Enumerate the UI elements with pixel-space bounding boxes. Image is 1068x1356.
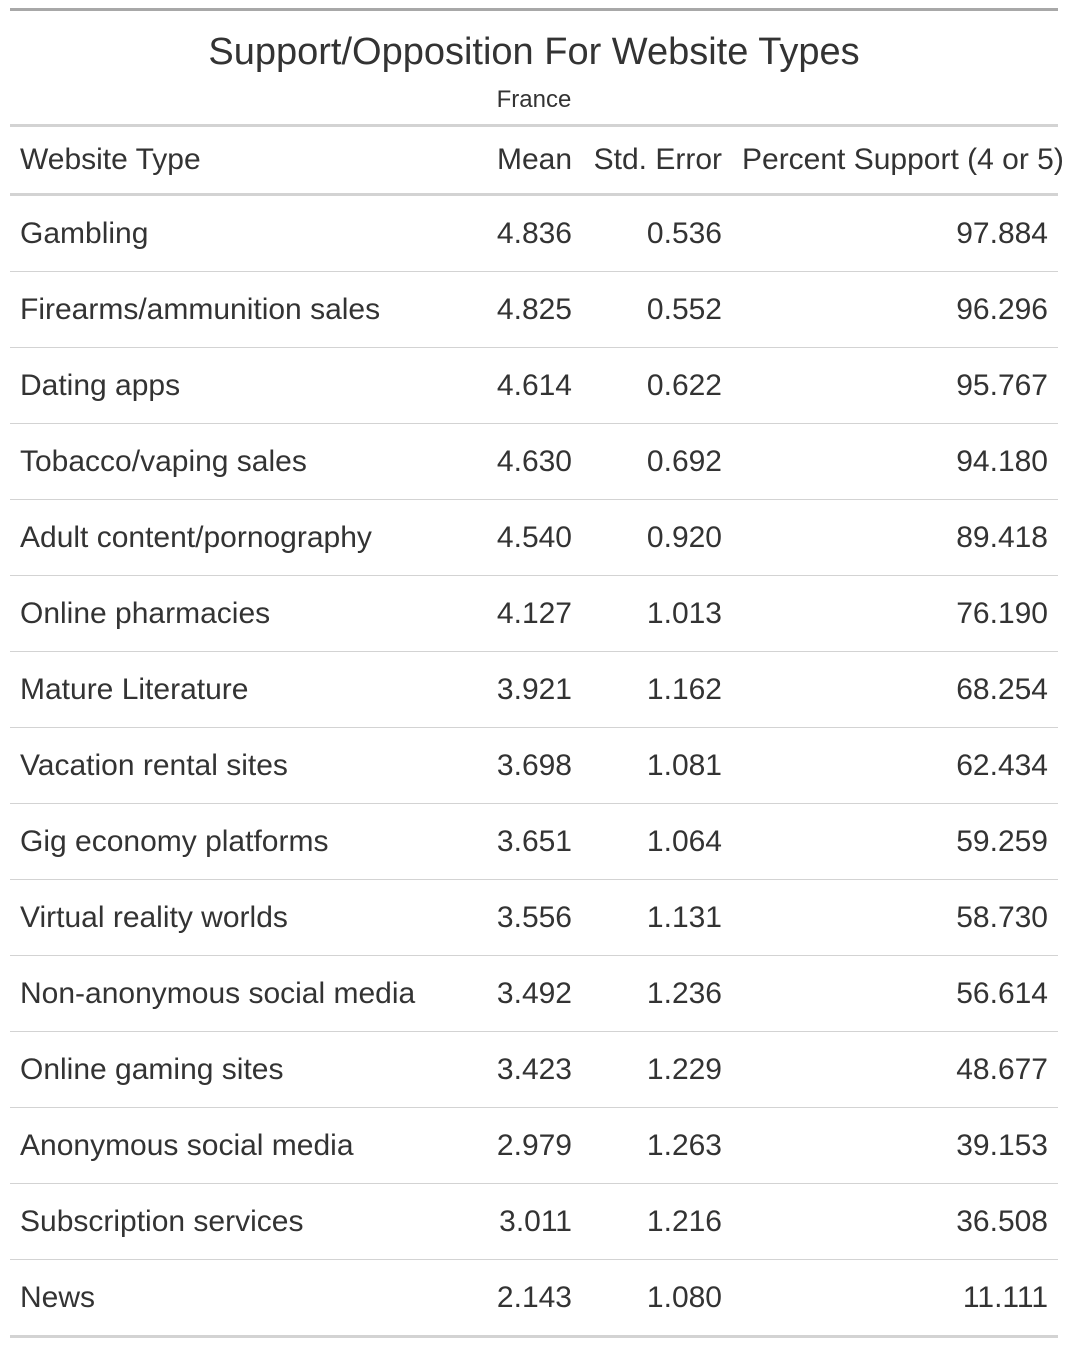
cell-std-error: 1.263 (646, 1128, 722, 1162)
cell-website-type: Anonymous social media (20, 1128, 354, 1162)
cell-website-type: Adult content/pornography (20, 520, 372, 554)
cell-mean: 4.614 (496, 368, 572, 402)
cell-mean: 3.698 (496, 748, 572, 782)
cell-mean: 3.921 (496, 672, 572, 706)
table-row: Firearms/ammunition sales 4.825 0.552 96.29… (10, 272, 1058, 348)
table-row: Tobacco/vaping sales 4.630 0.692 94.180 (10, 424, 1058, 500)
header-website-type: Website Type (20, 143, 201, 176)
cell-mean: 2.143 (496, 1280, 572, 1314)
table-row: Subscription services 3.011 1.216 36.508 (10, 1184, 1058, 1260)
table-row: Virtual reality worlds 3.556 1.131 58.730 (10, 880, 1058, 956)
cell-percent-support: 94.180 (956, 444, 1048, 478)
cell-website-type: Vacation rental sites (20, 748, 288, 782)
cell-std-error: 0.552 (646, 292, 722, 326)
cell-mean: 2.979 (496, 1128, 572, 1162)
cell-std-error: 1.081 (646, 748, 722, 782)
cell-std-error: 1.064 (646, 824, 722, 858)
cell-website-type: Gig economy platforms (20, 824, 329, 858)
cell-mean: 3.651 (496, 824, 572, 858)
header-std-error: Std. Error (593, 143, 722, 176)
cell-mean: 3.423 (496, 1052, 572, 1086)
cell-percent-support: 48.677 (956, 1052, 1048, 1086)
cell-std-error: 1.162 (646, 672, 722, 706)
cell-percent-support: 97.884 (956, 216, 1048, 250)
cell-std-error: 1.013 (646, 596, 722, 630)
cell-percent-support: 36.508 (956, 1204, 1048, 1238)
table-row: Dating apps 4.614 0.622 95.767 (10, 348, 1058, 424)
cell-mean: 4.630 (496, 444, 572, 478)
cell-percent-support: 68.254 (956, 672, 1048, 706)
cell-percent-support: 11.111 (962, 1280, 1048, 1314)
cell-mean: 4.836 (496, 216, 572, 250)
table-row: Online pharmacies 4.127 1.013 76.190 (10, 576, 1058, 652)
table-body: Gambling 4.836 0.536 97.884 Firearms/ammunit… (10, 195, 1058, 1337)
cell-website-type: Gambling (20, 216, 149, 250)
cell-website-type: Mature Literature (20, 672, 249, 706)
table-row: Gambling 4.836 0.536 97.884 (10, 195, 1058, 272)
cell-website-type: Online pharmacies (20, 596, 271, 630)
cell-std-error: 0.536 (646, 216, 722, 250)
cell-mean: 4.825 (496, 292, 572, 326)
cell-std-error: 0.622 (646, 368, 722, 402)
cell-std-error: 1.229 (646, 1052, 722, 1086)
cell-website-type: Tobacco/vaping sales (20, 444, 307, 478)
cell-std-error: 0.692 (646, 444, 722, 478)
header-percent-support: Percent Support (4 or 5) (742, 143, 1064, 176)
cell-website-type: Virtual reality worlds (20, 900, 288, 934)
table-row: News 2.143 1.080 11.111 (10, 1260, 1058, 1337)
cell-website-type: Firearms/ammunition sales (20, 292, 381, 326)
data-table: Website Type Mean Std. Error Percent Sup… (10, 124, 1064, 1338)
cell-mean: 3.011 (499, 1204, 572, 1238)
header-row: Website Type Mean Std. Error Percent Sup… (10, 125, 1064, 195)
table-row: Gig economy platforms 3.651 1.064 59.259 (10, 804, 1058, 880)
cell-percent-support: 76.190 (956, 596, 1048, 630)
table-header: Website Type Mean Std. Error Percent Sup… (10, 125, 1064, 195)
cell-website-type: Non-anonymous social media (20, 976, 416, 1010)
summary-table: Support/Opposition For Website Types Fra… (10, 8, 1064, 1338)
cell-website-type: Dating apps (20, 368, 181, 402)
cell-percent-support: 95.767 (956, 368, 1048, 402)
cell-mean: 4.540 (496, 520, 572, 554)
cell-std-error: 1.236 (646, 976, 722, 1010)
cell-percent-support: 89.418 (956, 520, 1048, 554)
cell-website-type: News (20, 1280, 96, 1314)
cell-mean: 3.556 (496, 900, 572, 934)
cell-std-error: 1.131 (646, 900, 722, 934)
cell-percent-support: 96.296 (956, 292, 1048, 326)
table-row: Anonymous social media 2.979 1.263 39.153 (10, 1108, 1058, 1184)
cell-percent-support: 62.434 (956, 748, 1048, 782)
table-row: Non-anonymous social media 3.492 1.236 56.6… (10, 956, 1058, 1032)
cell-std-error: 1.080 (646, 1280, 722, 1314)
cell-website-type: Subscription services (20, 1204, 304, 1238)
table-row: Online gaming sites 3.423 1.229 48.677 (10, 1032, 1058, 1108)
cell-website-type: Online gaming sites (20, 1052, 284, 1086)
table-title: Support/Opposition For Website Types (208, 31, 860, 73)
cell-mean: 4.127 (496, 596, 572, 630)
cell-mean: 3.492 (496, 976, 572, 1010)
cell-std-error: 0.920 (646, 520, 722, 554)
top-rule (10, 8, 1058, 11)
header-mean: Mean (496, 143, 572, 176)
cell-std-error: 1.216 (646, 1204, 722, 1238)
cell-percent-support: 56.614 (956, 976, 1048, 1010)
table-row: Adult content/pornography 4.540 0.920 89.41… (10, 500, 1058, 576)
cell-percent-support: 59.259 (956, 824, 1048, 858)
cell-percent-support: 39.153 (956, 1128, 1048, 1162)
table-row: Vacation rental sites 3.698 1.081 62.434 (10, 728, 1058, 804)
cell-percent-support: 58.730 (956, 900, 1048, 934)
table-subtitle: France (496, 86, 572, 113)
table-row: Mature Literature 3.921 1.162 68.254 (10, 652, 1058, 728)
